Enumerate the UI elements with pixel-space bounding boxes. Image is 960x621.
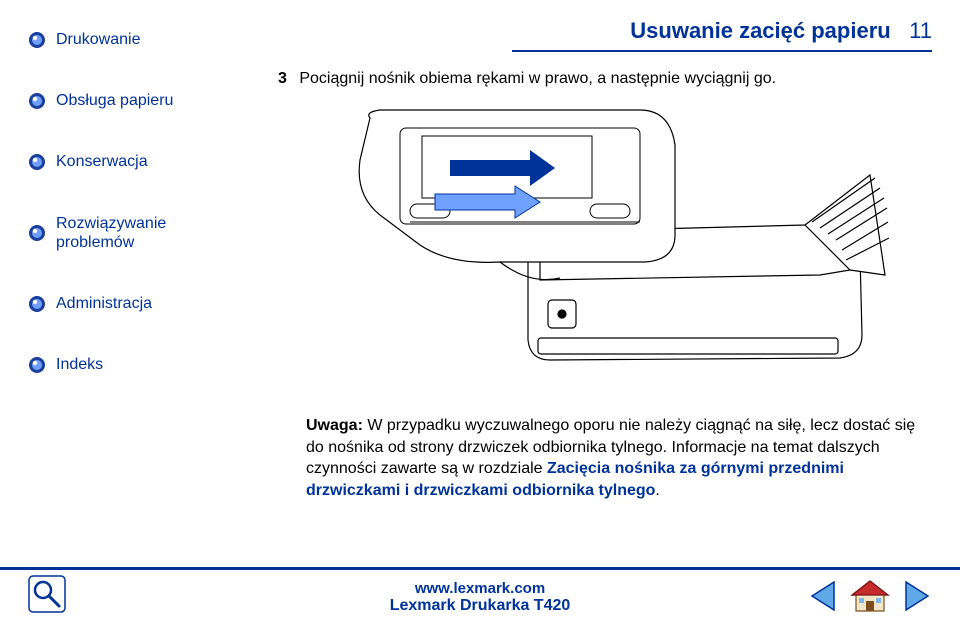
page-header: Usuwanie zacięć papieru 11 <box>512 18 932 52</box>
nav-item-konserwacja[interactable]: Konserwacja <box>28 152 230 171</box>
note-block: Uwaga: W przypadku wyczuwalnego oporu ni… <box>306 415 926 501</box>
bullet-icon <box>28 153 46 171</box>
note-body-2: . <box>655 482 659 499</box>
nav-label: Obsługa papieru <box>56 91 173 110</box>
prev-page-icon[interactable] <box>808 580 836 612</box>
nav-label: Konserwacja <box>56 152 148 171</box>
header-rule <box>512 50 932 52</box>
step-line: 3 Pociągnij nośnik obiema rękami w prawo… <box>278 70 776 88</box>
sidebar-nav: Drukowanie Obsługa papieru Konserwacja R… <box>0 0 230 621</box>
nav-label: Administracja <box>56 294 152 313</box>
nav-item-indeks[interactable]: Indeks <box>28 355 230 374</box>
bullet-icon <box>28 224 46 242</box>
bullet-icon <box>28 92 46 110</box>
footer-nav <box>808 579 932 613</box>
nav-item-drukowanie[interactable]: Drukowanie <box>28 30 230 49</box>
nav-item-administracja[interactable]: Administracja <box>28 294 230 313</box>
footer: www.lexmark.com Lexmark Drukarka T420 <box>0 567 960 621</box>
bullet-icon <box>28 31 46 49</box>
step-number: 3 <box>278 70 287 87</box>
nav-label: Rozwiązywanie problemów <box>56 214 230 252</box>
nav-label: Indeks <box>56 355 103 374</box>
home-icon[interactable] <box>850 579 890 613</box>
nav-item-obsluga[interactable]: Obsługa papieru <box>28 91 230 110</box>
next-page-icon[interactable] <box>904 580 932 612</box>
nav-item-rozwiazywanie[interactable]: Rozwiązywanie problemów <box>28 214 230 252</box>
main-content: Usuwanie zacięć papieru 11 3 Pociągnij n… <box>230 0 960 621</box>
step-text: Pociągnij nośnik obiema rękami w prawo, … <box>299 70 776 87</box>
header-page: 11 <box>909 18 932 43</box>
note-label: Uwaga: <box>306 417 363 434</box>
header-title: Usuwanie zacięć papieru <box>630 18 890 43</box>
footer-rule <box>0 567 960 570</box>
printer-diagram <box>340 100 890 400</box>
nav-label: Drukowanie <box>56 30 140 49</box>
bullet-icon <box>28 295 46 313</box>
bullet-icon <box>28 356 46 374</box>
